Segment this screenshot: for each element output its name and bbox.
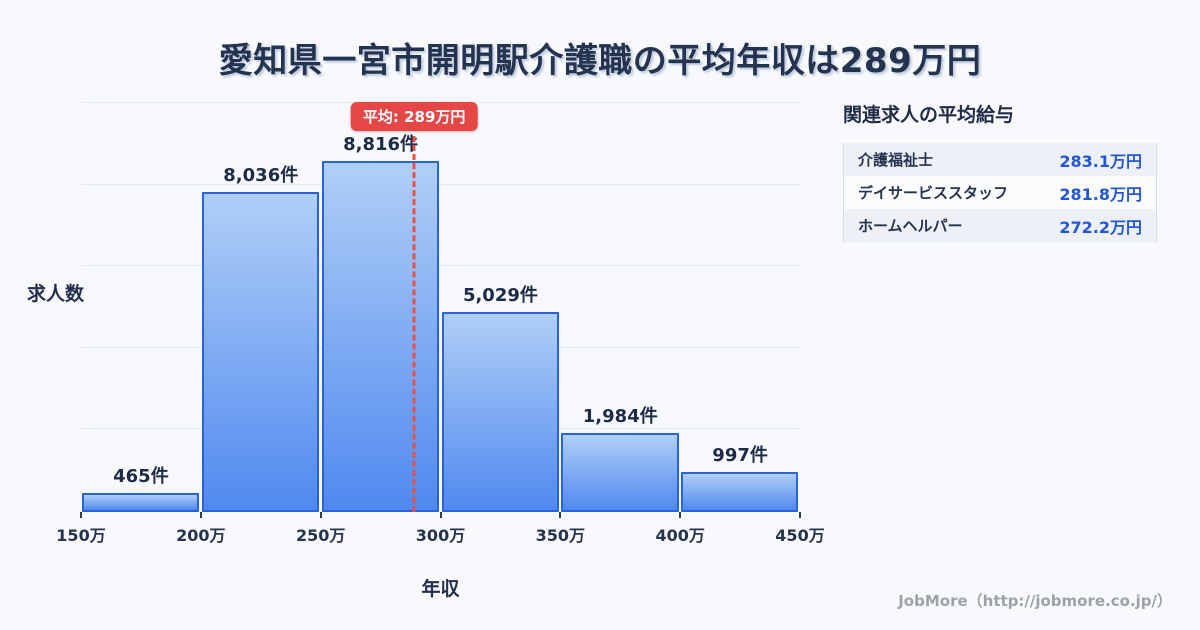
bar-value-label: 5,029件: [462, 285, 538, 306]
gridline: [81, 347, 800, 348]
x-tick-label: 300万: [415, 526, 466, 545]
x-axis-label: 年収: [421, 578, 460, 600]
average-badge: 平均: 289万円: [350, 102, 478, 131]
x-tick-mark: [439, 512, 442, 518]
bar-value-label: 8,816件: [343, 134, 419, 155]
job-title-label: ホームヘルパー: [858, 217, 963, 235]
x-tick-mark: [319, 512, 322, 518]
x-tick-label: 450万: [775, 526, 825, 545]
x-tick-label: 250万: [295, 526, 346, 545]
gridline: [81, 265, 800, 266]
x-tick-label: 350万: [535, 526, 586, 545]
x-tick-mark: [199, 512, 202, 518]
bar-value-label: 465件: [113, 466, 169, 487]
attribution-footer: JobMore（http://jobmore.co.jp/）: [898, 592, 1172, 610]
x-tick-mark: [559, 512, 562, 518]
bar-value-label: 997件: [712, 445, 768, 466]
x-tick-label: 400万: [655, 526, 705, 545]
histogram-bar: [561, 433, 679, 512]
job-salary-value: 283.1万円: [1059, 151, 1142, 171]
bar-value-label: 1,984件: [582, 406, 658, 427]
x-tick-label: 200万: [176, 526, 226, 545]
average-line: [412, 136, 416, 512]
histogram-bar: [681, 472, 799, 512]
job-title-label: デイサービススタッフ: [858, 184, 1009, 202]
histogram-bar: [321, 161, 439, 512]
histogram-bar: [82, 493, 200, 512]
table-row: デイサービススタッフ 281.8万円: [844, 176, 1156, 209]
job-salary-value: 281.8万円: [1059, 184, 1142, 204]
x-tick-mark: [679, 512, 682, 518]
bar-value-label: 8,036件: [223, 165, 299, 186]
x-tick-mark: [799, 512, 801, 518]
gridline: [81, 428, 800, 429]
job-salary-value: 272.2万円: [1059, 217, 1142, 237]
related-jobs-header: 関連求人の平均給与: [843, 104, 1015, 126]
y-axis-label: 求人数: [27, 283, 85, 305]
histogram-bar: [441, 312, 559, 512]
table-row: 介護福祉士 283.1万円: [844, 143, 1156, 176]
job-title-label: 介護福祉士: [858, 151, 934, 169]
x-tick-label: 150万: [56, 526, 106, 545]
histogram-bar: [201, 192, 320, 512]
table-row: ホームヘルパー 272.2万円: [844, 209, 1156, 242]
gridline: [81, 184, 800, 185]
x-tick-mark: [80, 512, 82, 518]
page-title: 愛知県一宮市開明駅介護職の平均年収は289万円: [218, 41, 982, 81]
histogram-plot: 465件 8,036件 8,816件 5,029件 1,984件 997件 150万 200万…: [56, 102, 825, 545]
related-jobs-table: 介護福祉士 283.1万円 デイサービススタッフ 281.8万円 ホームヘルパー…: [843, 143, 1157, 242]
